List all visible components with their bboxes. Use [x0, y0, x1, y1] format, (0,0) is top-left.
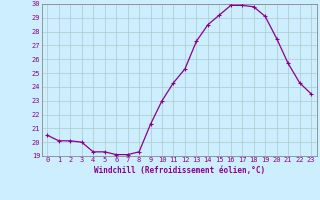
- X-axis label: Windchill (Refroidissement éolien,°C): Windchill (Refroidissement éolien,°C): [94, 166, 265, 175]
